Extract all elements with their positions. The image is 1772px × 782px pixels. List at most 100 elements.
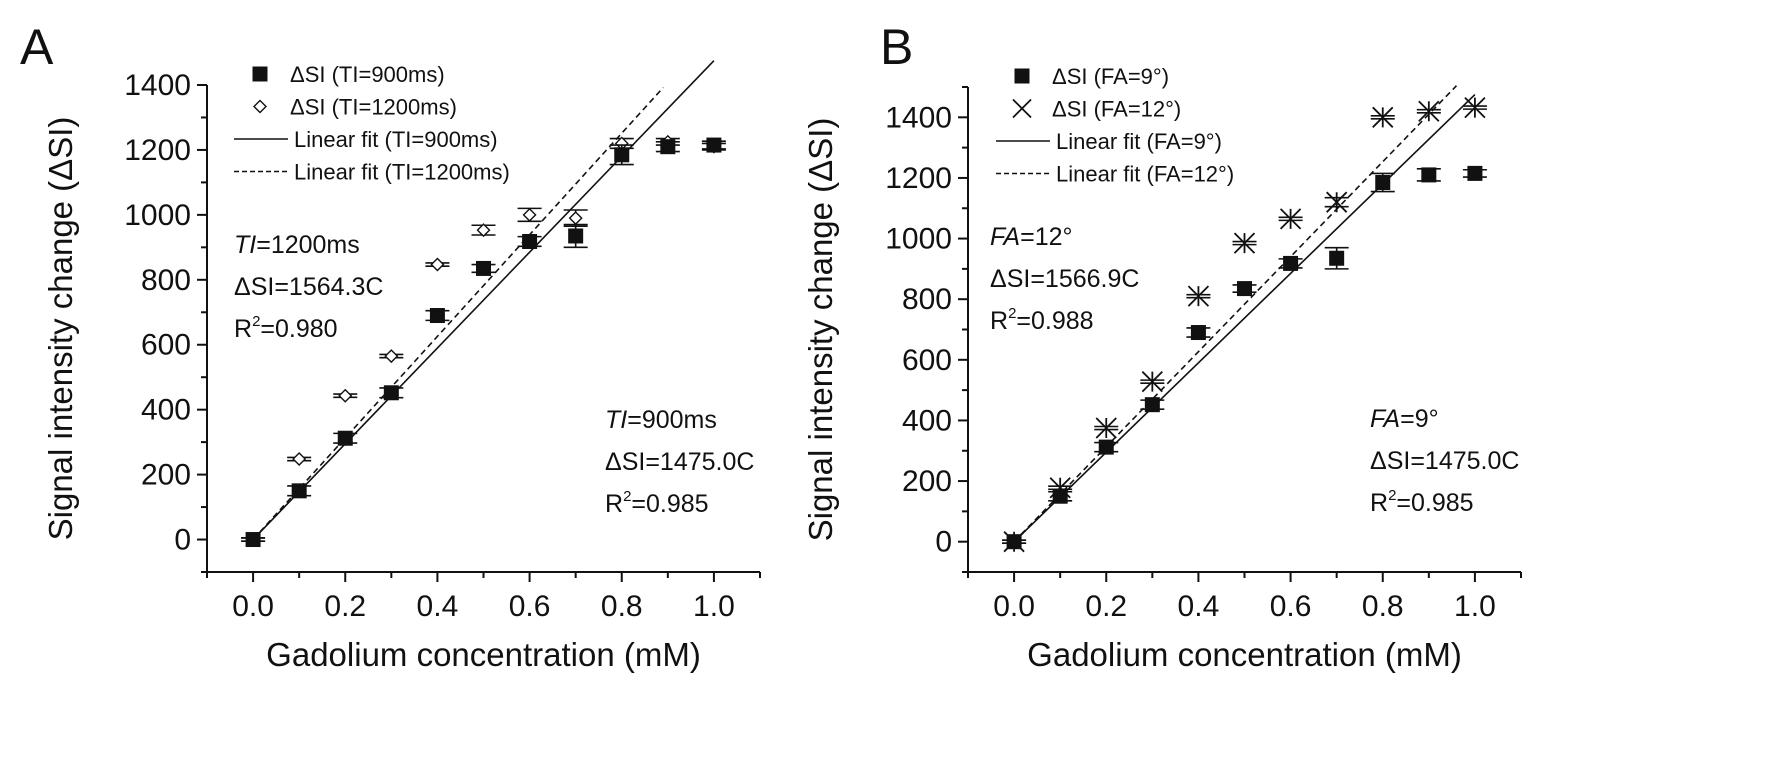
data-point-square (291, 483, 307, 499)
legend: ΔSI (TI=900ms) ΔSI (TI=1200ms) Linear fit … (234, 62, 510, 185)
panel-b: B 0 200 400 600 800 1000 1200 1400 0.0 0.2 0.4 0.6 0… (802, 19, 1522, 673)
data-point-square (660, 139, 676, 155)
x-tick-label: 0.0 (232, 590, 274, 623)
data-point-square (1283, 255, 1299, 271)
x-tick-label: 0.6 (1270, 590, 1312, 623)
data-point-diamond (292, 452, 307, 467)
data-point-diamond (384, 349, 399, 364)
data-point-diamond (522, 207, 537, 222)
annotation-upper: FA=12° ΔSI=1566.9C R2=0.988 (990, 223, 1139, 335)
legend-label: Linear fit (FA=9°) (1056, 129, 1222, 154)
data-point-square (1006, 534, 1022, 550)
x-tick-label: 0.8 (1362, 590, 1404, 623)
data-point-asterisk (1141, 371, 1163, 393)
data-point-square (1144, 397, 1160, 413)
legend-symbol-square (1014, 68, 1030, 84)
y-tick-label: 0 (174, 524, 191, 557)
x-axis-title: Gadolium concentration (mM) (1027, 636, 1462, 673)
fit-line-dashed (1013, 85, 1458, 543)
y-tick-label: 1200 (124, 134, 191, 167)
annotation-r-squared: R2=0.980 (234, 313, 338, 343)
data-point-square (1421, 167, 1437, 183)
annotation-lower: FA=9° ΔSI=1475.0C R2=0.985 (1370, 405, 1519, 517)
y-tick-label: 1000 (885, 223, 952, 256)
annotation-r-squared: R2=0.988 (990, 305, 1094, 335)
data-point-asterisk (1095, 417, 1117, 439)
x-tick-label: 0.6 (509, 590, 551, 623)
x-tick-label: 0.2 (324, 590, 366, 623)
annotation-r-squared: R2=0.985 (1370, 487, 1474, 517)
data-point-square (1098, 439, 1114, 455)
data-point-diamond (338, 388, 353, 403)
y-tick-label: 1200 (885, 162, 952, 195)
annotation-param: FA=9° (1370, 405, 1439, 433)
x-tick-label: 1.0 (693, 590, 735, 623)
y-tick-label: 1400 (124, 69, 191, 102)
x-tick-label: 0.4 (1178, 590, 1220, 623)
panel-letter-a: A (20, 19, 54, 75)
legend-symbol-cross (1012, 98, 1032, 119)
panel-letter-b: B (880, 19, 913, 75)
data-point-square (1237, 281, 1252, 297)
y-tick-label: 1400 (885, 101, 952, 134)
annotation-equation: ΔSI=1566.9C (990, 265, 1139, 293)
x-tick-label: 1.0 (1454, 590, 1496, 623)
data-point-asterisk (1464, 96, 1486, 119)
annotation-equation: ΔSI=1475.0C (1370, 447, 1519, 475)
data-point-square (476, 260, 491, 276)
y-tick-label: 1000 (124, 199, 191, 232)
data-point-square (429, 308, 445, 324)
data-point-square (337, 430, 353, 446)
data-point-square (614, 147, 630, 163)
data-point-square (1190, 325, 1206, 341)
y-tick-label: 200 (141, 459, 191, 492)
data-point-asterisk (1326, 191, 1348, 213)
legend-label: ΔSI (TI=1200ms) (290, 95, 457, 120)
data-point-square (1375, 174, 1391, 190)
data-point-square (522, 233, 538, 249)
x-tick-label: 0.8 (601, 590, 643, 623)
fit-line-solid (1013, 94, 1476, 543)
annotation-param: TI=900ms (605, 406, 717, 434)
fit-line-dashed (252, 86, 664, 541)
legend-label: ΔSI (FA=9°) (1052, 64, 1169, 89)
y-tick-label: 600 (902, 344, 952, 377)
y-axis-title: Signal intensity change (ΔSI) (42, 117, 79, 541)
data-point-square (1467, 165, 1483, 181)
legend-label: Linear fit (TI=900ms) (294, 127, 498, 152)
y-axis-title: Signal intensity change (ΔSI) (802, 118, 839, 542)
data-point-diamond (430, 257, 445, 272)
data-point-square (383, 385, 399, 401)
data-point-asterisk (1233, 232, 1256, 254)
x-tick-label: 0.4 (417, 590, 459, 623)
legend-label: ΔSI (FA=12°) (1052, 97, 1181, 122)
annotation-lower: TI=900ms ΔSI=1475.0C R2=0.985 (605, 406, 754, 518)
data-point-square (1052, 488, 1068, 504)
data-point-square (568, 228, 584, 244)
legend-label: Linear fit (TI=1200ms) (294, 160, 510, 185)
y-tick-label: 400 (141, 394, 191, 427)
annotation-equation: ΔSI=1475.0C (605, 448, 754, 476)
fit-line-solid (252, 60, 715, 541)
data-point-asterisk (1279, 208, 1302, 230)
y-tick-label: 600 (141, 329, 191, 362)
y-tick-label: 0 (935, 526, 952, 559)
legend-symbol-diamond (253, 99, 267, 114)
x-tick-label: 0.0 (993, 590, 1035, 623)
legend-label: Linear fit (FA=12°) (1056, 162, 1234, 187)
annotation-r-squared: R2=0.985 (605, 488, 709, 518)
data-point-square (245, 532, 261, 548)
y-tick-label: 200 (902, 465, 952, 498)
data-point-square (706, 137, 722, 153)
y-tick-label: 400 (902, 404, 952, 437)
y-tick-label: 800 (141, 264, 191, 297)
panel-a: A 0 200 400 600 800 1000 1200 1400 0.0 0.2 0.4 0.6 0… (20, 19, 761, 673)
data-point-asterisk (1187, 285, 1210, 307)
data-point-diamond (568, 211, 583, 226)
data-point-asterisk (1418, 100, 1440, 122)
legend-label: ΔSI (TI=900ms) (290, 62, 445, 87)
data-point-asterisk (1372, 106, 1394, 128)
x-axis-title: Gadolium concentration (mM) (266, 636, 701, 673)
annotation-upper: TI=1200ms ΔSI=1564.3C R2=0.980 (234, 231, 383, 343)
